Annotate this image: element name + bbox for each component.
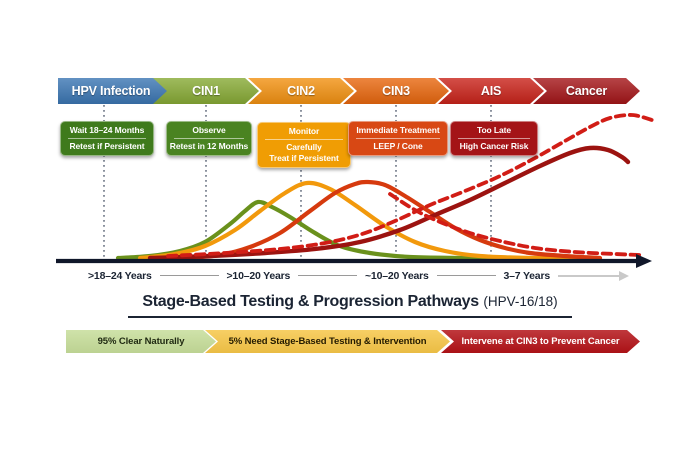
page-title: Stage-Based Testing & Progression Pathwa…	[142, 293, 479, 310]
footer-segment-label: 95% Clear Naturally	[97, 336, 185, 347]
action-line-3: Treat if Persistent	[269, 153, 339, 164]
timeline-label-2: >10–20 Years	[226, 269, 291, 282]
timeline-label-4: 3–7 Years	[503, 269, 551, 282]
stage-chevron-cancer: Cancer	[533, 78, 640, 104]
timeline-connector	[436, 275, 496, 276]
footer-segment-label: Intervene at CIN3 to Prevent Cancer	[461, 336, 620, 347]
curve-cin3-bell	[182, 179, 603, 261]
page-title-suffix: (HPV-16/18)	[483, 294, 558, 309]
action-box-cin1: Observe Retest in 12 Months	[166, 121, 252, 157]
time-axis-arrowhead-icon	[636, 254, 652, 268]
stage-label: Cancer	[565, 84, 608, 98]
stage-chevron-hpv-infection: HPV Infection	[58, 78, 176, 104]
stage-chevron-ais: AIS	[438, 78, 544, 104]
box-divider	[458, 138, 530, 140]
action-line-1: Too Late	[477, 125, 511, 135]
timeline-connector	[159, 275, 219, 276]
stage-chevron-cin2: CIN2	[248, 78, 354, 104]
action-line-1: Wait 18–24 Months	[69, 125, 145, 135]
action-box-ais: Too Late High Cancer Risk	[450, 121, 538, 157]
stage-label: HPV Infection	[71, 84, 151, 98]
footer-segment-need-testing: 5% Need Stage-Based Testing & Interventi…	[205, 330, 450, 353]
timeline-label-3: ~10–20 Years	[365, 269, 429, 282]
action-line-2: Carefully	[286, 142, 322, 153]
stage-label: AIS	[480, 84, 502, 98]
title-underline: Stage-Based Testing & Progression Pathwa…	[128, 293, 572, 318]
action-box-cin3: Immediate Treatment LEEP / Cone	[348, 121, 448, 157]
action-line-2: LEEP / Cone	[373, 141, 423, 152]
title-block: Stage-Based Testing & Progression Pathwa…	[0, 293, 700, 318]
action-line-2: High Cancer Risk	[459, 141, 529, 152]
footer-segment-intervene: Intervene at CIN3 to Prevent Cancer	[441, 330, 640, 353]
curve-cancer-solid	[147, 145, 631, 261]
box-divider	[68, 138, 146, 140]
stage-label: CIN1	[192, 84, 220, 98]
box-divider	[265, 139, 343, 141]
stage-chevron-cin3: CIN3	[343, 78, 449, 104]
action-line-1: Monitor	[288, 126, 320, 136]
action-line-2: Retest in 12 Months	[169, 141, 249, 152]
stage-label: CIN2	[287, 84, 315, 98]
curve-hpv-cin1-bell	[115, 199, 563, 262]
stage-label: CIN3	[382, 84, 410, 98]
footer-segment-clear-naturally: 95% Clear Naturally	[66, 330, 216, 353]
timeline-label-1: >18–24 Years	[88, 269, 152, 282]
curve-cin2-bell	[137, 180, 603, 262]
curve-post-intervention-decline-dashed	[388, 192, 642, 257]
stage-chevron-cin1: CIN1	[153, 78, 259, 104]
action-line-1: Immediate Treatment	[356, 125, 440, 135]
action-line-1: Observe	[192, 125, 226, 135]
timeline-row: >18–24 Years >10–20 Years ~10–20 Years 3…	[88, 268, 629, 283]
action-box-cin2: Monitor Carefully Treat if Persistent	[257, 122, 351, 169]
box-divider	[356, 138, 440, 140]
box-divider	[174, 138, 244, 140]
action-line-2: Retest if Persistent	[69, 141, 145, 152]
timeline-connector	[298, 275, 357, 276]
timeline-arrow-icon	[557, 270, 629, 281]
footer-segment-label: 5% Need Stage-Based Testing & Interventi…	[228, 336, 427, 347]
action-box-hpv: Wait 18–24 Months Retest if Persistent	[60, 121, 154, 157]
